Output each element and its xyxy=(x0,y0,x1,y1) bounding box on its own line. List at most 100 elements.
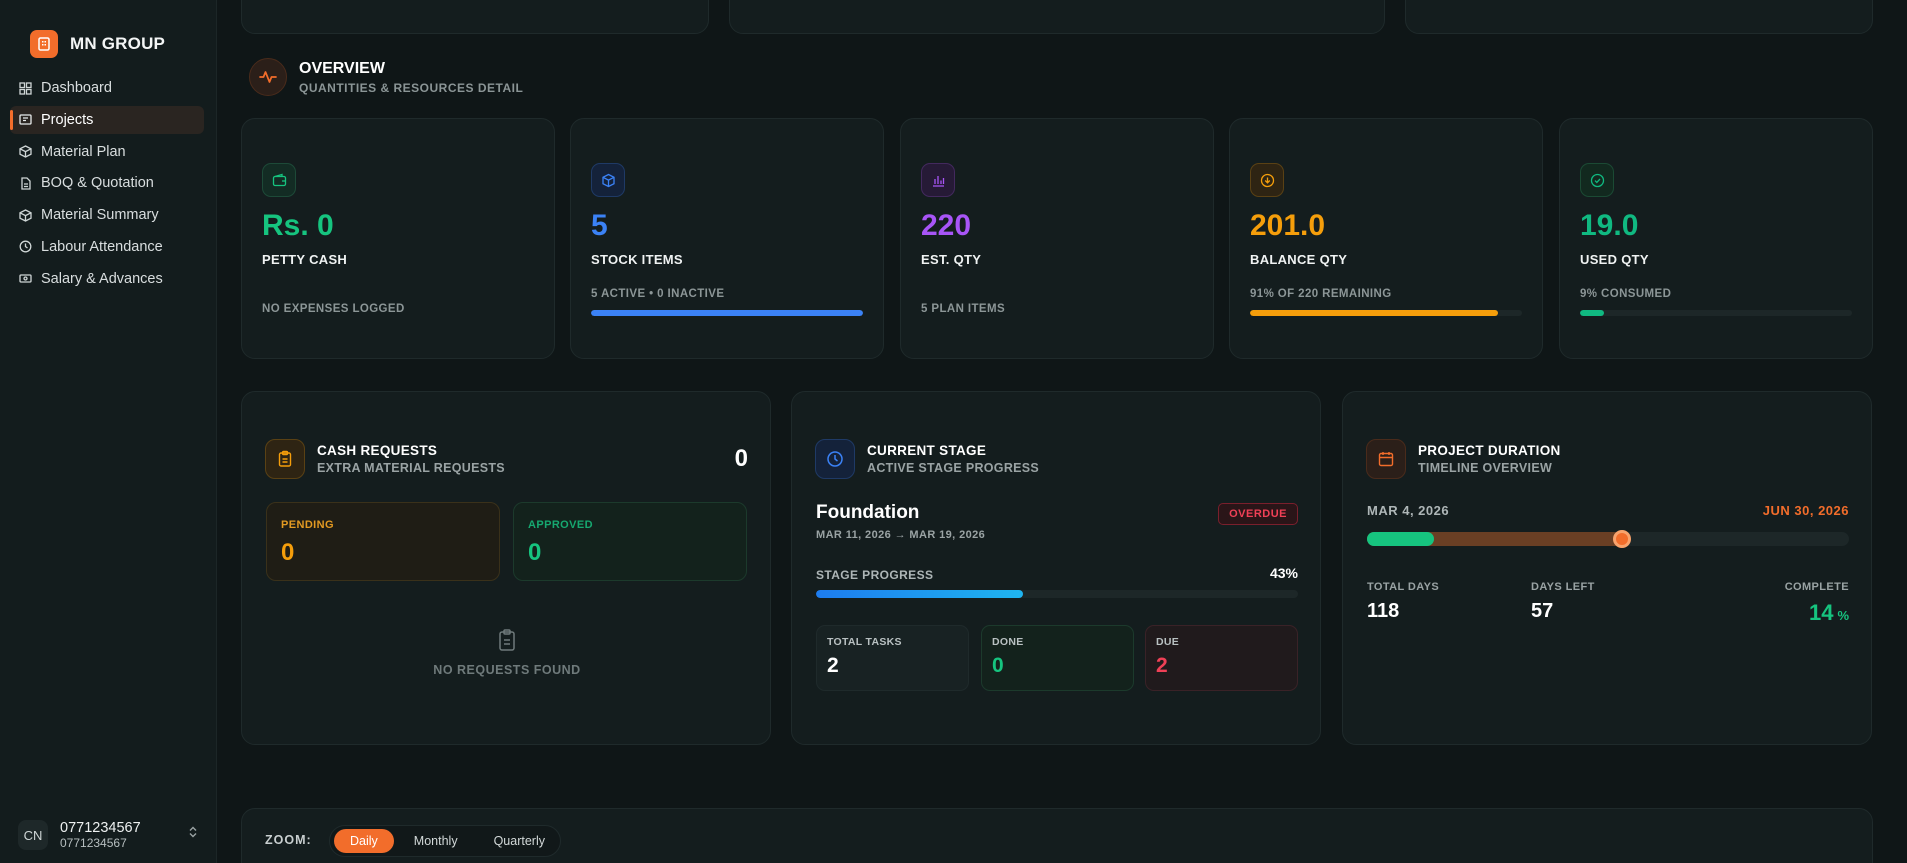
timeline-complete xyxy=(1367,532,1435,546)
panel-title: CURRENT STAGE xyxy=(867,443,987,458)
complete-unit: % xyxy=(1837,608,1849,623)
complete-label: COMPLETE xyxy=(1784,581,1849,593)
sidebar-item-material-plan[interactable]: Material Plan xyxy=(10,138,204,166)
stage-progress-percent: 43% xyxy=(1269,565,1298,581)
panel-subtitle: EXTRA MATERIAL REQUESTS xyxy=(317,461,505,475)
stat-note: NO EXPENSES LOGGED xyxy=(262,303,405,315)
sidebar-item-salary-advances[interactable]: Salary & Advances xyxy=(10,265,204,293)
sidebar-item-boq-quotation[interactable]: BOQ & Quotation xyxy=(10,169,204,197)
dashboard-icon xyxy=(18,81,32,95)
sidebar-item-label: Dashboard xyxy=(41,80,112,96)
empty-text: NO REQUESTS FOUND xyxy=(433,663,581,677)
top-card xyxy=(241,0,709,34)
user-subtitle: 0771234567 xyxy=(60,836,127,850)
sidebar-item-label: Material Summary xyxy=(41,207,159,224)
complete-value-group: 14 % xyxy=(1809,600,1849,626)
approved-box[interactable]: APPROVED 0 xyxy=(513,502,747,581)
progress-fill xyxy=(591,310,863,316)
stat-card-balance-qty: 201.0 BALANCE QTY 91% OF 220 REMAINING xyxy=(1229,118,1543,359)
calendar-icon xyxy=(1366,439,1406,479)
stat-label: BALANCE QTY xyxy=(1250,252,1348,267)
sidebar-nav: Dashboard Projects Material Plan BOQ & Q… xyxy=(10,74,204,297)
stat-value: 19.0 xyxy=(1580,209,1639,242)
sidebar-item-label: Material Plan xyxy=(41,143,126,160)
cube-icon xyxy=(591,163,625,197)
days-left-label: DAYS LEFT xyxy=(1531,581,1595,593)
total-days-value: 118 xyxy=(1367,600,1400,622)
sidebar-item-label: Labour Attendance xyxy=(41,238,163,255)
progress-fill xyxy=(1250,310,1498,316)
stat-card-stock-items: 5 STOCK ITEMS 5 ACTIVE • 0 INACTIVE xyxy=(570,118,884,359)
approved-value: 0 xyxy=(528,539,542,566)
stat-label: EST. QTY xyxy=(921,252,982,267)
overdue-badge: OVERDUE xyxy=(1218,503,1298,525)
stat-card-used-qty: 19.0 USED QTY 9% CONSUMED xyxy=(1559,118,1873,359)
approved-label: APPROVED xyxy=(528,519,593,531)
bar-chart-icon xyxy=(921,163,955,197)
sidebar-item-labour-attendance[interactable]: Labour Attendance xyxy=(10,233,204,261)
sidebar-item-dashboard[interactable]: Dashboard xyxy=(10,74,204,102)
request-count: 0 xyxy=(734,445,748,472)
total-tasks-value: 2 xyxy=(827,654,839,677)
clock-icon xyxy=(815,439,855,479)
stage-progress-bar xyxy=(816,590,1298,598)
clipboard-icon xyxy=(242,628,772,657)
empty-state: NO REQUESTS FOUND xyxy=(242,628,772,677)
today-marker[interactable] xyxy=(1613,530,1632,548)
due-tasks-value: 2 xyxy=(1156,654,1168,677)
stat-note: 5 PLAN ITEMS xyxy=(921,303,1006,315)
zoom-daily-button[interactable]: Daily xyxy=(334,829,394,853)
zoom-toolbar: ZOOM: Daily Monthly Quarterly xyxy=(241,808,1873,863)
building-icon xyxy=(30,30,58,58)
pending-box[interactable]: PENDING 0 xyxy=(266,502,500,581)
zoom-label: ZOOM: xyxy=(265,833,312,847)
stat-value: 220 xyxy=(921,209,972,242)
document-icon xyxy=(18,176,32,190)
progress-bar xyxy=(591,310,863,316)
activity-icon xyxy=(249,58,287,96)
brand[interactable]: MN GROUP xyxy=(30,30,165,58)
sidebar: MN GROUP Dashboard Projects Material Pla… xyxy=(0,0,217,863)
stat-note: 91% OF 220 REMAINING xyxy=(1250,288,1392,300)
sidebar-item-label: BOQ & Quotation xyxy=(41,175,154,192)
user-name: 0771234567 xyxy=(60,820,141,836)
stat-value: Rs. 0 xyxy=(262,209,334,242)
cash-icon xyxy=(18,272,32,286)
cash-requests-panel: CASH REQUESTS EXTRA MATERIAL REQUESTS 0 … xyxy=(241,391,771,745)
panel-subtitle: ACTIVE STAGE PROGRESS xyxy=(867,461,1040,475)
complete-value: 14 xyxy=(1808,600,1834,625)
sidebar-item-projects[interactable]: Projects xyxy=(10,105,204,134)
zoom-segmented-control: Daily Monthly Quarterly xyxy=(329,825,561,857)
done-tasks-box: DONE 0 xyxy=(981,625,1134,691)
stage-progress-fill xyxy=(816,590,1024,598)
wallet-icon xyxy=(262,163,296,197)
box-icon xyxy=(18,145,32,159)
done-tasks-label: DONE xyxy=(992,636,1024,648)
stat-value: 5 xyxy=(591,209,608,242)
zoom-monthly-button[interactable]: Monthly xyxy=(413,834,458,848)
overview-title: OVERVIEW xyxy=(299,59,385,77)
end-date: JUN 30, 2026 xyxy=(1762,503,1849,518)
progress-fill xyxy=(1580,310,1605,316)
pending-label: PENDING xyxy=(281,519,334,531)
brand-name: MN GROUP xyxy=(70,34,166,53)
stat-label: STOCK ITEMS xyxy=(591,252,683,267)
user-menu[interactable]: CN 0771234567 0771234567 xyxy=(18,820,198,850)
overview-subtitle: QUANTITIES & RESOURCES DETAIL xyxy=(299,80,524,95)
zoom-quarterly-button[interactable]: Quarterly xyxy=(493,834,545,848)
total-tasks-box: TOTAL TASKS 2 xyxy=(816,625,969,691)
progress-bar xyxy=(1580,310,1852,316)
folder-icon xyxy=(18,113,32,127)
current-stage-panel: CURRENT STAGE ACTIVE STAGE PROGRESS Foun… xyxy=(791,391,1321,745)
due-tasks-box: DUE 2 xyxy=(1145,625,1298,691)
stage-dates: MAR 11, 2026 → MAR 19, 2026 xyxy=(816,529,986,541)
sidebar-item-label: Projects xyxy=(41,111,94,128)
chevron-up-down-icon[interactable] xyxy=(188,826,198,841)
sidebar-item-material-summary[interactable]: Material Summary xyxy=(10,201,204,229)
stage-progress-label: STAGE PROGRESS xyxy=(816,568,934,582)
total-tasks-label: TOTAL TASKS xyxy=(827,636,902,648)
stat-card-est-qty: 220 EST. QTY 5 PLAN ITEMS xyxy=(900,118,1214,359)
due-tasks-label: DUE xyxy=(1156,636,1180,648)
total-days-label: TOTAL DAYS xyxy=(1367,581,1440,593)
sidebar-item-label: Salary & Advances xyxy=(41,270,163,287)
